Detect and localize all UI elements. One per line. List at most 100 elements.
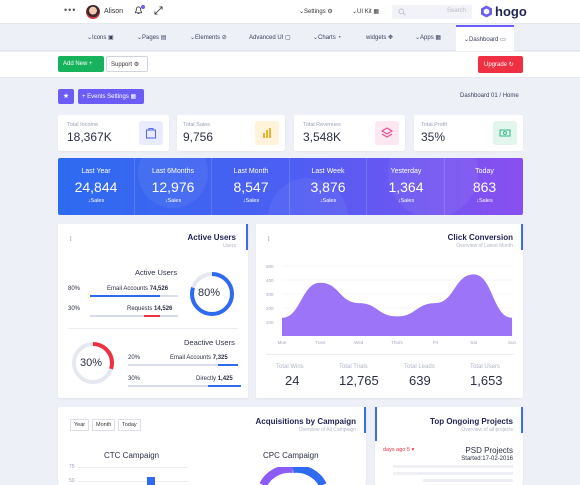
search-icon	[398, 8, 406, 16]
bell-icon[interactable]	[134, 6, 143, 15]
row-label-text: Email Accounts	[170, 355, 212, 361]
y-tick-label: 400	[266, 278, 274, 283]
monitor-icon: ▭	[500, 37, 506, 43]
ctc-campaign-label: CTC Campaign	[104, 451, 160, 460]
uikit-menu[interactable]: ⌄UI Kit ▦	[352, 9, 380, 15]
progress-fill	[90, 295, 161, 297]
nav-icons[interactable]: ⌄Icons ▣	[87, 35, 114, 41]
brand-name[interactable]: hogo	[495, 4, 527, 19]
row-label-text: Email Accounts	[107, 286, 149, 292]
x-tick-label: Sun	[508, 340, 517, 345]
tab-year[interactable]: Year	[70, 419, 90, 431]
nav-pages[interactable]: ⌄Pages ▤	[137, 35, 167, 41]
cc-stat-label: Total Users	[470, 364, 501, 370]
x-tick-label: Mon	[278, 340, 287, 345]
settings-menu[interactable]: ⌄Settings ⚙	[299, 9, 333, 15]
user-name[interactable]: Alison	[104, 8, 124, 15]
nav-label: Elements	[195, 35, 221, 41]
more-menu-icon[interactable]: •••	[64, 5, 77, 15]
support-button[interactable]: Support ⚙	[106, 56, 148, 72]
stat-card-income: Total Income 18,367K	[58, 115, 169, 151]
panel-subtitle: Overview of Latest Month	[456, 243, 513, 249]
nav-label: Dashboard	[469, 37, 499, 43]
banner-sub-label: Sales	[245, 198, 260, 204]
refresh-icon: ↻	[508, 62, 514, 68]
click-conversion-panel: ⁞ Click Conversion Overview of Latest Mo…	[256, 224, 523, 398]
events-settings-button[interactable]: + Events Settings ▦	[78, 89, 144, 104]
donut-fill	[72, 342, 114, 384]
banner-value: 863	[472, 179, 497, 195]
panel-menu-icon[interactable]: ⁞	[268, 237, 270, 243]
cpc-donut	[259, 467, 327, 485]
progress-fill	[208, 385, 241, 387]
banner-sub: ↓Sales	[213, 198, 289, 204]
avatar[interactable]	[86, 5, 100, 19]
banner-period: Last Week	[311, 168, 345, 175]
cpc-donut-segment	[292, 467, 327, 485]
panel-title: Click Conversion	[447, 233, 513, 242]
days-ago-text: days ago 5	[383, 447, 410, 453]
banner-sub-label: Sales	[90, 198, 105, 204]
ctc-bar	[147, 477, 155, 485]
link-icon: ⊘	[221, 35, 227, 41]
placeholder-line	[423, 479, 513, 482]
shopping-bag-icon	[139, 121, 163, 145]
row-label: Requests 14,526	[127, 306, 172, 312]
row-label: Directly 1,425	[196, 376, 233, 382]
down-arrow-icon: ↓	[476, 198, 479, 204]
add-new-button[interactable]: Add New +	[58, 56, 104, 72]
nav-elements[interactable]: ⌄Elements ⊘	[190, 35, 227, 41]
y-tick-label: 200	[266, 306, 274, 311]
row-percent: 20%	[128, 355, 141, 361]
search-input[interactable]: Search	[392, 5, 472, 19]
banner-period: Last Year	[81, 168, 111, 175]
cc-stat-label: Total Trials	[339, 364, 368, 370]
row-percent: 30%	[128, 376, 141, 382]
banner-sub-label: Sales	[167, 198, 182, 204]
tab-today[interactable]: Today	[118, 419, 141, 431]
ctc-ytick: 50	[69, 478, 75, 484]
row-value: 1,425	[217, 376, 233, 382]
area-series	[282, 274, 512, 336]
banner-stat: Last Year 24,844 ↓Sales	[58, 158, 135, 215]
cc-stat-label: Total Leads	[404, 364, 435, 370]
banner-stat: Yesterday 1,364 ↓Sales	[368, 158, 445, 215]
nav-dashboard[interactable]: ⌄Dashboard ▭	[456, 25, 514, 51]
panel-menu-icon[interactable]: ⁞	[70, 237, 72, 243]
active-users-panel: ⁞ Active Users Users Active Users 80% Em…	[58, 224, 248, 398]
active-percent: 80%	[198, 287, 221, 299]
main-nav: ⌄Icons ▣ ⌄Pages ▤ ⌄Elements ⊘ Advanced U…	[0, 25, 580, 51]
cc-stat-label: Total Wins	[276, 364, 304, 370]
nav-apps[interactable]: ⌄Apps ▦	[415, 35, 442, 41]
gridline	[78, 467, 188, 468]
banner-sub: ↓Sales	[58, 198, 134, 204]
banner-stat: Last Week 3,876 ↓Sales	[290, 158, 367, 215]
project-name[interactable]: PSD Projects	[465, 446, 513, 455]
upgrade-button[interactable]: Upgrade ↻	[478, 56, 523, 73]
nav-advanced-ui[interactable]: Advanced UI ▢	[249, 34, 291, 41]
pages-icon: ▤	[160, 35, 167, 41]
row-percent: 30%	[68, 306, 81, 312]
days-ago: days ago 5 ▾	[383, 447, 414, 453]
nav-label: Charts	[318, 35, 336, 41]
divider	[68, 328, 238, 329]
x-tick-label: Sat	[470, 340, 478, 345]
banner-stat: Today 863 ↓Sales	[446, 158, 523, 215]
uikit-label: UI Kit	[357, 9, 372, 15]
panel-title: Acquisitions by Campaign	[255, 417, 356, 426]
nav-label: Pages	[142, 35, 160, 41]
stat-card-revenues: Total Revenues 3,548K	[294, 115, 405, 151]
logo-icon[interactable]	[480, 5, 493, 18]
tab-month[interactable]: Month	[92, 419, 116, 431]
upgrade-label: Upgrade	[484, 62, 508, 68]
fullscreen-icon[interactable]	[154, 6, 163, 15]
x-tick-label: Wed	[354, 340, 364, 345]
nav-widgets[interactable]: widgets ✥	[366, 34, 393, 41]
stat-label: Total Income	[67, 122, 99, 128]
banner-value: 12,976	[151, 179, 195, 195]
banner-period: Last Month	[233, 168, 269, 175]
star-icon: ★	[62, 93, 70, 100]
banner-sub-label: Sales	[478, 198, 493, 204]
star-button[interactable]: ★	[58, 89, 74, 104]
nav-charts[interactable]: ⌄Charts ◔	[313, 35, 341, 41]
